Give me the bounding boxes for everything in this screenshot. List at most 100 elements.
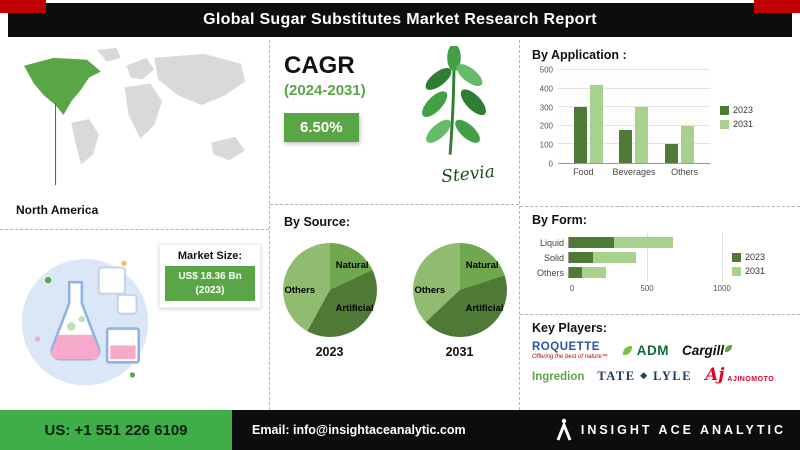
market-size-section: Market Size: US$ 18.36 Bn (2023) <box>0 230 269 409</box>
pie-slice-label-natural: Natural <box>465 260 499 271</box>
pie-year-label: 2023 <box>315 345 344 359</box>
form-row-solid: Solid <box>532 252 722 263</box>
bar-segment-liquid-2023 <box>569 237 614 248</box>
bar-food-2023 <box>574 107 588 163</box>
logo-ingredion: Ingredion <box>532 370 585 383</box>
column-right: By Application : 0 100 200 300 400 500 2023 <box>520 40 800 410</box>
form-row-others: Others <box>532 267 722 278</box>
corner-ribbon-right <box>754 0 800 13</box>
application-bar-chart: 0 100 200 300 400 500 2023 2031 <box>532 66 788 169</box>
logo-cargill: Cargill <box>682 343 733 358</box>
pie-slice-label-artificial: Artificial <box>465 303 504 314</box>
bar-food-2031 <box>590 84 604 163</box>
bar-group-others <box>664 70 694 163</box>
email-text: Email: info@insightaceanalytic.com <box>252 423 466 437</box>
legend-item-2031: 2031 <box>732 266 765 276</box>
y-tick-label: 100 <box>539 140 553 150</box>
bar-segment-others-2023 <box>569 267 583 278</box>
application-legend: 2023 2031 <box>720 101 753 133</box>
form-category-label: Others <box>536 267 564 278</box>
pie-slice-label-natural: Natural <box>335 260 369 271</box>
column-middle: CAGR (2024-2031) 6.50% Stevia <box>270 40 520 410</box>
application-groups <box>558 70 710 163</box>
pie-slice-label-others: Others <box>414 285 446 296</box>
brand-name: INSIGHT ACE ANALYTIC <box>580 423 786 437</box>
by-source-section: By Source: Natural Artificial Others 202… <box>270 205 519 410</box>
form-bar-chart: Liquid Solid Others 0 500 1000 2023 2031 <box>532 233 788 295</box>
legend-swatch-2031 <box>720 119 729 129</box>
logo-adm: ADM <box>621 343 669 358</box>
x-category-label: Others <box>671 167 699 177</box>
form-bar-track <box>568 267 718 278</box>
by-source-title: By Source: <box>284 215 350 229</box>
logo-ajinomoto: Aj AJINOMOTO <box>705 365 775 386</box>
phone-box: US: +1 551 226 6109 <box>0 410 232 450</box>
pie-chart-2023: Natural Artificial Others <box>282 243 377 337</box>
ajinomoto-mark: Aj <box>705 365 725 386</box>
form-plot: Liquid Solid Others 0 500 1000 <box>532 233 731 295</box>
bar-beverages-2023 <box>619 129 633 163</box>
adm-leaf-icon <box>622 346 632 356</box>
form-bar-track <box>568 237 718 248</box>
gridline <box>558 87 710 89</box>
by-form-section: By Form: Liquid Solid Others 0 500 1000 2023 <box>520 207 800 315</box>
gridline <box>647 233 648 282</box>
pie-chart-2031: Natural Artificial Others <box>412 243 507 337</box>
bar-segment-liquid-2031 <box>613 237 674 248</box>
by-application-section: By Application : 0 100 200 300 400 500 2023 <box>520 40 800 207</box>
y-tick-label: 400 <box>539 84 553 94</box>
x-tick-label: 500 <box>640 284 654 293</box>
north-america-region <box>23 57 101 116</box>
form-bar-track <box>568 252 718 263</box>
form-row-liquid: Liquid <box>532 237 722 248</box>
bar-segment-solid-2023 <box>569 252 593 263</box>
pie-2031: Natural Artificial Others 2031 <box>412 243 507 359</box>
key-players-logos: ROQUETTE Offering the best of nature™ AD… <box>532 341 788 385</box>
key-players-section: Key Players: ROQUETTE Offering the best … <box>520 315 800 385</box>
by-form-title: By Form: <box>532 213 587 227</box>
brand-logo-icon <box>556 418 572 441</box>
key-players-title: Key Players: <box>532 321 608 335</box>
legend-swatch-2023 <box>732 252 741 262</box>
gridline <box>722 233 723 282</box>
y-tick-label: 200 <box>539 121 553 131</box>
logo-roquette: ROQUETTE Offering the best of nature™ <box>532 341 608 361</box>
corner-ribbon-left <box>0 0 46 13</box>
x-category-label: Beverages <box>612 167 656 177</box>
report-title: Global Sugar Substitutes Market Research… <box>203 11 597 28</box>
header-bar: Global Sugar Substitutes Market Research… <box>8 3 792 37</box>
bar-group-beverages <box>619 70 649 163</box>
source-pie-charts: Natural Artificial Others 2023 Natural A… <box>282 243 507 359</box>
market-size-value: US$ 18.36 Bn <box>178 271 242 282</box>
pie-2023: Natural Artificial Others 2023 <box>282 243 377 359</box>
form-rows: Liquid Solid Others <box>532 237 722 278</box>
cagr-section: CAGR (2024-2031) 6.50% Stevia <box>270 40 519 205</box>
roquette-tagline: Offering the best of nature™ <box>532 354 608 361</box>
legend-item-2023: 2023 <box>720 105 753 115</box>
pie-slice-label-artificial: Artificial <box>335 303 374 314</box>
application-plot <box>558 69 710 164</box>
form-xaxis: 0 500 1000 <box>570 282 731 295</box>
y-tick-label: 0 <box>548 159 553 169</box>
form-legend: 2023 2031 <box>732 248 765 280</box>
legend-item-2031: 2031 <box>720 119 753 129</box>
gridline <box>558 69 710 70</box>
cagr-period: (2024-2031) <box>284 82 366 99</box>
bar-others-2023 <box>664 144 678 163</box>
gridline <box>558 143 710 145</box>
form-category-label: Liquid <box>539 237 564 248</box>
x-tick-label: 1000 <box>713 284 731 293</box>
logo-tate-lyle: TATE ❖ LYLE <box>597 368 693 383</box>
cargill-leaf-icon <box>724 344 733 352</box>
by-application-title: By Application : <box>532 48 627 62</box>
legend-label-2031: 2031 <box>745 266 766 276</box>
column-left: North America <box>0 40 270 410</box>
application-yaxis: 0 100 200 300 400 500 <box>532 66 558 169</box>
market-size-label: Market Size: <box>177 250 243 262</box>
application-categories: Food Beverages Others <box>558 164 710 177</box>
y-tick-label: 500 <box>539 65 553 75</box>
legend-label-2023: 2023 <box>733 105 754 115</box>
world-map-section: North America <box>0 40 269 230</box>
y-tick-label: 300 <box>539 103 553 113</box>
